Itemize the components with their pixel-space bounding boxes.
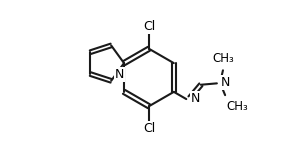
Text: Cl: Cl — [143, 122, 155, 135]
Text: N: N — [115, 68, 124, 81]
Text: N: N — [191, 92, 200, 105]
Text: CH₃: CH₃ — [227, 100, 249, 113]
Text: N: N — [220, 76, 230, 89]
Text: Cl: Cl — [143, 20, 155, 33]
Text: CH₃: CH₃ — [212, 52, 234, 65]
